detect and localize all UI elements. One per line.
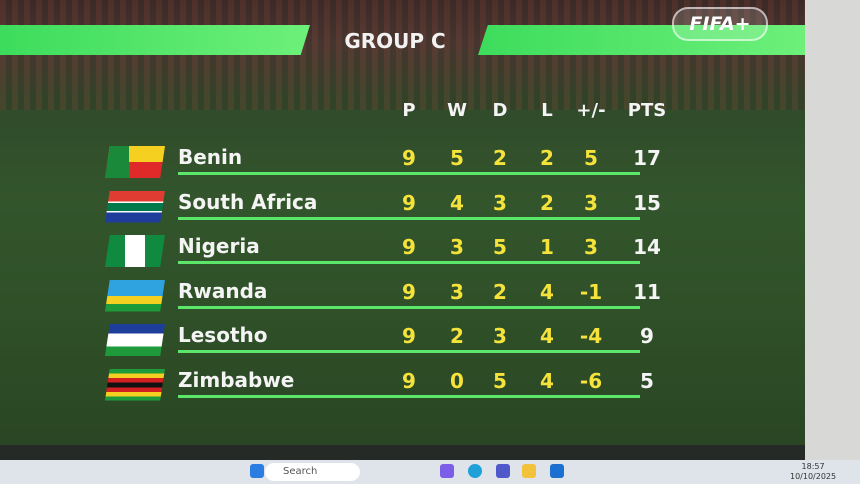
cell-gd: -4	[579, 324, 603, 348]
cell-pts: 9	[640, 324, 654, 348]
row-divider	[178, 394, 640, 398]
date: 10/10/2025	[790, 472, 837, 481]
cell-l: 4	[540, 279, 554, 304]
header-pts: PTS	[627, 100, 667, 121]
cell-p: 9	[402, 190, 416, 215]
table-row: Nigeria 9 3 5 1 3 14	[0, 234, 805, 288]
stadium-stands	[0, 0, 805, 110]
teams-icon[interactable]	[496, 464, 510, 478]
team-name: Nigeria	[178, 234, 260, 258]
team-name: Zimbabwe	[178, 367, 295, 392]
time: 18:57	[801, 462, 825, 471]
team-name: Benin	[178, 145, 243, 169]
table-row: Zimbabwe 9 0 5 4 -6 5	[0, 368, 805, 422]
header-d: D	[492, 100, 508, 121]
row-divider	[178, 261, 640, 264]
broadcast-screen: GROUP C FIFA+ P W D L +/- PTS Benin 9 5 2 2 5…	[0, 0, 805, 445]
table-row: Rwanda 9 3 2 4 -1 11	[0, 279, 805, 333]
cell-gd: 3	[584, 190, 598, 215]
cell-pts: 15	[633, 190, 661, 215]
cell-p: 9	[402, 279, 416, 304]
clock[interactable]: 18:57 10/10/2025	[790, 462, 836, 482]
cell-w: 3	[450, 279, 464, 304]
cell-pts: 14	[633, 235, 661, 259]
cell-d: 5	[493, 235, 507, 259]
fifa-plus-logo: FIFA+	[672, 7, 768, 41]
cell-gd: -6	[579, 368, 603, 393]
team-name: Rwanda	[178, 278, 268, 303]
lesotho-flag	[105, 324, 165, 356]
cell-l: 4	[540, 368, 554, 393]
cell-l: 2	[540, 190, 554, 215]
header-p: P	[402, 100, 416, 121]
cell-w: 3	[450, 235, 464, 259]
cell-w: 2	[450, 324, 464, 348]
taskbar: Search 18:57 10/10/2025	[0, 460, 860, 484]
cell-d: 3	[493, 190, 507, 215]
outlook-icon[interactable]	[550, 464, 564, 478]
cell-w: 4	[450, 190, 464, 215]
cell-d: 2	[493, 146, 507, 170]
cell-p: 9	[402, 368, 416, 393]
cell-p: 9	[402, 324, 416, 348]
cell-pts: 11	[633, 279, 661, 304]
header-w: W	[447, 100, 467, 121]
monitor-bezel	[805, 0, 860, 460]
cell-pts: 17	[633, 146, 661, 170]
header-l: L	[541, 100, 553, 121]
cell-p: 9	[402, 146, 416, 170]
cell-d: 2	[493, 279, 507, 304]
copilot-icon[interactable]	[440, 464, 454, 478]
row-divider	[178, 305, 640, 309]
table-row: South Africa 9 4 3 2 3 15	[0, 190, 805, 244]
benin-flag	[105, 146, 165, 178]
header-bar-left	[0, 25, 310, 55]
cell-w: 5	[450, 146, 464, 170]
cell-d: 5	[493, 368, 507, 393]
row-divider	[178, 172, 640, 175]
team-name: South Africa	[178, 189, 318, 214]
rwanda-flag	[105, 279, 165, 312]
file-explorer-icon[interactable]	[522, 464, 536, 478]
group-title: GROUP C	[344, 29, 446, 53]
cell-l: 2	[540, 146, 554, 170]
cell-w: 0	[450, 368, 464, 393]
start-icon[interactable]	[250, 464, 264, 478]
cell-gd: 5	[584, 146, 598, 170]
cell-l: 1	[540, 235, 554, 259]
header-gd: +/-	[576, 100, 606, 121]
taskbar-search[interactable]: Search	[265, 463, 360, 481]
cell-l: 4	[540, 324, 554, 348]
cell-gd: 3	[584, 235, 598, 259]
cell-pts: 5	[640, 368, 654, 393]
table-row: Lesotho 9 2 3 4 -4 9	[0, 323, 805, 377]
zimbabwe-flag	[105, 368, 165, 401]
cell-gd: -1	[579, 279, 603, 304]
table-row: Benin 9 5 2 2 5 17	[0, 145, 805, 199]
edge-icon[interactable]	[468, 464, 482, 478]
cell-p: 9	[402, 235, 416, 259]
cell-d: 3	[493, 324, 507, 348]
row-divider	[178, 216, 640, 220]
nigeria-flag	[105, 235, 165, 267]
row-divider	[178, 350, 640, 353]
screen-bottom-bezel	[0, 445, 805, 460]
team-name: Lesotho	[178, 323, 268, 347]
south-africa-flag	[105, 190, 165, 223]
